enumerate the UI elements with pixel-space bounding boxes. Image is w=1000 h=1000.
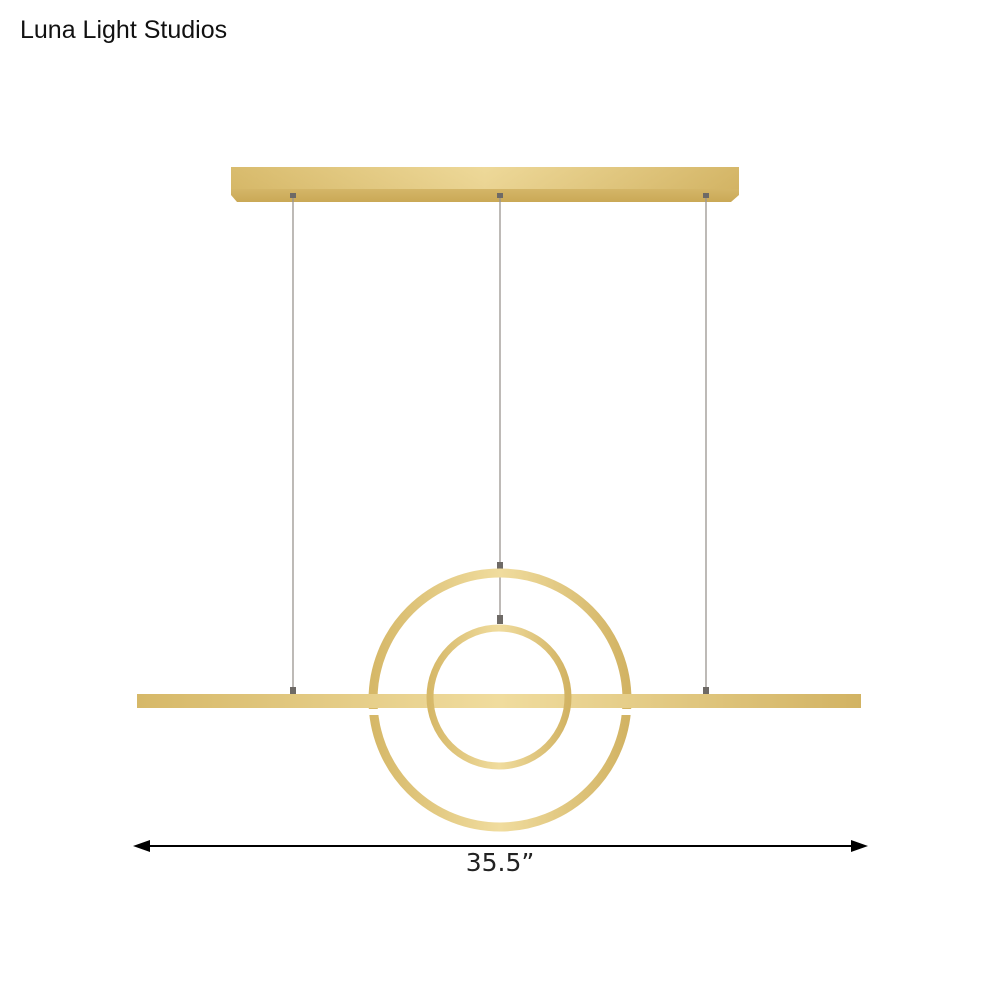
inner-ring [426, 624, 572, 770]
ceiling-canopy [231, 167, 739, 202]
width-dimension-label: 35.5” [465, 848, 535, 877]
horizontal-bar [137, 694, 861, 708]
suspension-wires [292, 197, 707, 690]
dimension-arrow [133, 840, 868, 852]
brand-name: Luna Light Studios [20, 16, 228, 44]
wire-connectors [290, 193, 709, 695]
